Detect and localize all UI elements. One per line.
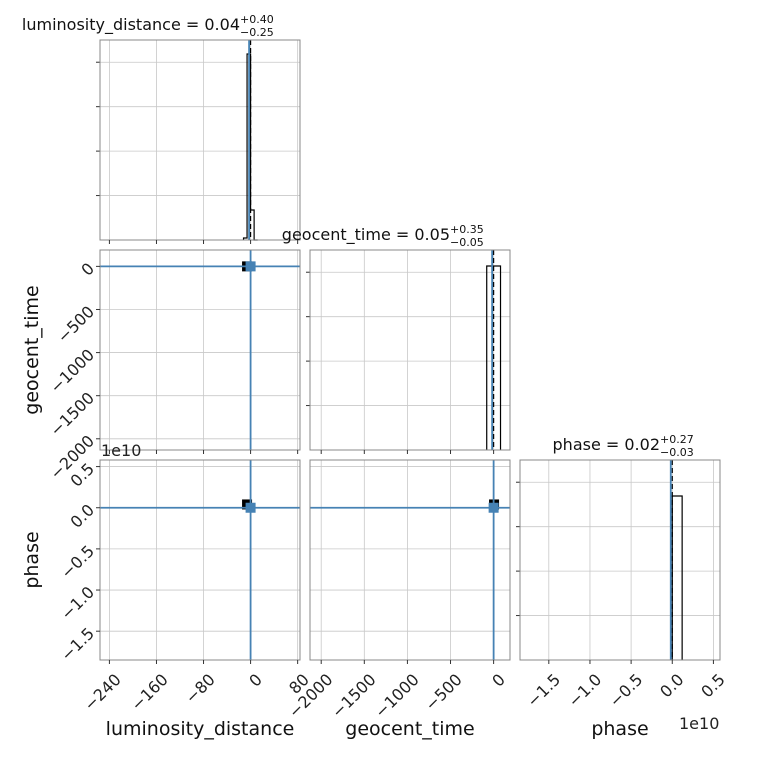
x-tick-label: −1.5	[523, 670, 564, 711]
x-axis-label: luminosity_distance	[106, 718, 295, 740]
y-tick-label: −1.5	[57, 624, 98, 665]
panel-phase-vs-phase: phase = 0.02 +0.27−0.03 −1.5 −1.0 −0.5 0.0 0.5	[516, 433, 729, 711]
y-tick-label: 0.0	[67, 500, 98, 531]
offset-text-x-phase: 1e10	[679, 714, 719, 733]
panel-phase-vs-geocent_time: −2000−1500−1000−500 0	[285, 459, 511, 722]
x-tick-label: −240	[80, 670, 125, 715]
y-tick-label: 0	[77, 259, 98, 280]
title-plus: +0.35	[450, 223, 484, 236]
truth-point	[245, 502, 256, 513]
x-axis-label: geocent_time	[345, 718, 474, 740]
x-tick-label: −80	[182, 670, 219, 707]
title-plus: +0.40	[240, 13, 274, 26]
y-tick-label: −1.0	[57, 583, 98, 624]
axes-frame	[99, 39, 301, 241]
axes-frame	[309, 249, 511, 451]
axes-frame	[99, 459, 301, 661]
x-tick-label: −160	[127, 670, 172, 715]
panel-title: phase = 0.02	[553, 435, 660, 454]
x-tick-label: −1.0	[564, 670, 605, 711]
x-tick-label: −1000	[371, 670, 423, 722]
x-tick-label: 0	[245, 670, 266, 691]
y-tick-label: −500	[53, 302, 98, 347]
panel-geocent_time-vs-geocent_time: geocent_time = 0.05 +0.35−0.05	[282, 223, 511, 454]
x-tick-label: −0.5	[606, 670, 647, 711]
panel-phase-vs-luminosity_distance: −240 −160 −80 0 80−1.5−1.0−0.50.00.5	[57, 459, 313, 714]
title-minus: −0.05	[450, 236, 484, 249]
axes-frame	[99, 249, 301, 451]
y-axis-label: geocent_time	[21, 285, 43, 414]
y-tick-label: −0.5	[57, 541, 98, 582]
panel-title: luminosity_distance = 0.04	[22, 15, 240, 35]
x-axis-label: phase	[591, 718, 648, 740]
x-tick-label: −1500	[328, 670, 380, 722]
x-tick-label: −500	[421, 670, 466, 715]
offset-text-y-phase: 1e10	[101, 441, 141, 460]
y-axis-label: phase	[21, 531, 43, 588]
panel-luminosity_distance-vs-luminosity_distance: luminosity_distance = 0.04 +0.40−0.25	[22, 13, 301, 244]
y-tick-label: −1500	[46, 388, 98, 440]
title-minus: −0.03	[660, 446, 694, 459]
axes-frame	[309, 459, 511, 661]
title-minus: −0.25	[240, 26, 274, 39]
truth-point	[245, 261, 256, 272]
y-tick-label: −1000	[46, 345, 98, 397]
x-tick-label: 0	[488, 670, 509, 691]
axes-frame	[519, 459, 721, 661]
histogram-luminosity_distance	[242, 53, 258, 241]
truth-point	[488, 502, 499, 513]
x-tick-label: 0.0	[656, 670, 687, 701]
x-tick-label: 0.5	[697, 670, 728, 701]
title-plus: +0.27	[660, 433, 694, 446]
panel-title: geocent_time = 0.05	[282, 225, 450, 245]
histogram-phase	[671, 495, 683, 660]
